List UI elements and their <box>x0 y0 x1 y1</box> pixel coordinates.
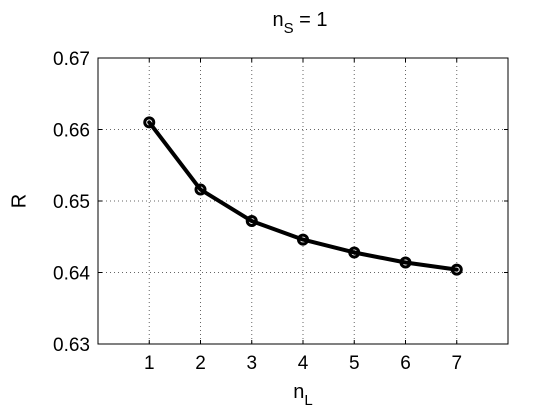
grid <box>98 57 508 345</box>
x-tick-label: 4 <box>298 353 309 374</box>
x-tick-label: 6 <box>400 353 411 374</box>
xlabel-subscript: L <box>304 392 312 409</box>
x-tick-label: 2 <box>195 353 206 374</box>
x-axis-label: nL <box>293 381 312 409</box>
x-tick-label: 7 <box>451 353 462 374</box>
title-rest: = 1 <box>294 9 328 31</box>
data-point <box>399 256 412 269</box>
xlabel-main: n <box>293 381 304 403</box>
data-point <box>450 263 463 276</box>
data-point <box>245 215 258 228</box>
x-tick-label: 5 <box>349 353 360 374</box>
y-axis-ticks: 0.63 0.64 0.65 0.66 0.67 <box>53 49 508 356</box>
chart-title: nS = 1 <box>272 9 327 37</box>
y-axis-label: R <box>8 194 30 208</box>
x-tick-label: 3 <box>246 353 257 374</box>
y-tick-label: 0.64 <box>53 264 90 285</box>
title-main: n <box>272 9 283 31</box>
data-point <box>297 233 309 246</box>
data-point <box>143 116 156 129</box>
y-tick-label: 0.67 <box>53 49 90 70</box>
data-point <box>348 246 361 259</box>
x-axis-ticks: 1 2 3 4 5 6 7 <box>144 58 462 374</box>
x-tick-label: 1 <box>144 353 155 374</box>
data-point <box>194 183 207 196</box>
series-group <box>143 116 463 276</box>
y-tick-label: 0.63 <box>53 335 90 356</box>
y-tick-label: 0.66 <box>53 121 90 142</box>
series-line <box>147 120 459 272</box>
title-subscript: S <box>284 20 294 37</box>
y-tick-label: 0.65 <box>53 192 90 213</box>
